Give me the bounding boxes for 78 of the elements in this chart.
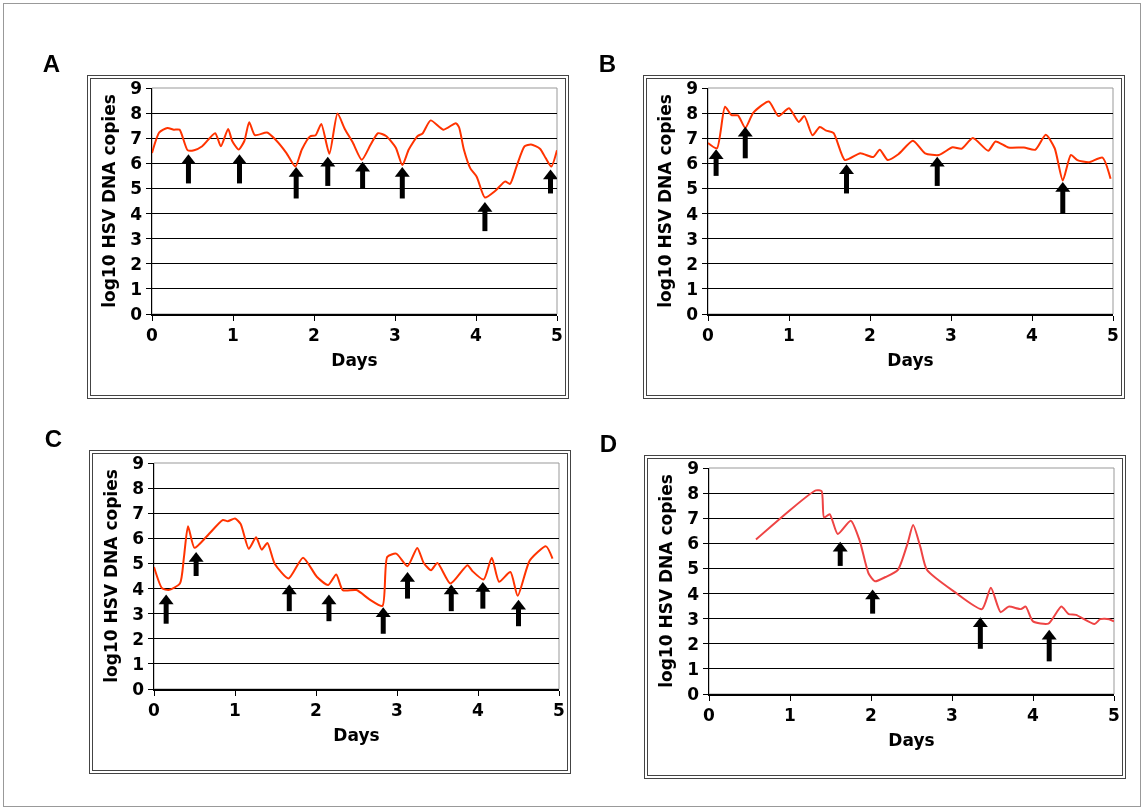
x-tick-label: 1 xyxy=(229,699,241,720)
x-tick-label: 4 xyxy=(472,699,485,720)
y-axis-title: log10 HSV DNA copies xyxy=(656,474,677,688)
y-tick-label: 7 xyxy=(130,128,143,149)
y-tick-label: 3 xyxy=(687,608,700,629)
x-tick-label: 4 xyxy=(1026,324,1039,345)
y-axis-title: log10 HSV DNA copies xyxy=(99,94,120,308)
y-tick-label: 6 xyxy=(132,528,145,549)
y-tick-label: 9 xyxy=(686,77,699,98)
y-tick-label: 4 xyxy=(130,203,143,224)
y-tick-label: 9 xyxy=(132,452,145,473)
x-tick-label: 5 xyxy=(1108,704,1120,725)
y-tick-label: 6 xyxy=(687,533,700,554)
x-tick-label: 5 xyxy=(553,699,565,720)
y-tick-label: 5 xyxy=(132,553,145,574)
line-series xyxy=(754,489,1114,625)
x-tick-label: 1 xyxy=(784,704,796,725)
y-tick-label: 8 xyxy=(687,483,700,504)
y-tick-label: 2 xyxy=(130,253,143,274)
x-axis-title: Days xyxy=(333,725,380,746)
x-axis-title: Days xyxy=(888,730,935,751)
y-tick-label: 1 xyxy=(132,653,145,674)
chart-title: A xyxy=(42,50,61,78)
y-tick-label: 4 xyxy=(132,578,145,599)
chart-title: D xyxy=(599,430,618,458)
y-tick-label: 5 xyxy=(130,178,143,199)
y-tick-label: 0 xyxy=(686,303,699,324)
y-tick-label: 6 xyxy=(686,153,699,174)
y-tick-label: 3 xyxy=(130,228,143,249)
x-tick-label: 0 xyxy=(703,704,716,725)
x-tick-label: 3 xyxy=(391,699,403,720)
y-tick-label: 1 xyxy=(130,278,143,299)
x-axis-title: Days xyxy=(331,350,378,371)
x-tick-label: 5 xyxy=(1107,324,1119,345)
x-tick-label: 1 xyxy=(783,324,795,345)
y-tick-label: 0 xyxy=(687,683,700,704)
y-tick-label: 9 xyxy=(130,77,143,98)
chart-title: C xyxy=(44,425,63,453)
y-tick-label: 7 xyxy=(686,128,699,149)
y-tick-label: 2 xyxy=(686,253,699,274)
x-tick-label: 2 xyxy=(308,324,320,345)
x-tick-label: 0 xyxy=(148,699,161,720)
y-tick-label: 1 xyxy=(687,658,700,679)
y-axis-title: log10 HSV DNA copies xyxy=(655,94,676,308)
y-tick-label: 1 xyxy=(686,278,699,299)
y-tick-label: 0 xyxy=(130,303,143,324)
x-axis-title: Days xyxy=(887,350,934,371)
y-tick-label: 7 xyxy=(132,503,145,524)
x-tick-label: 2 xyxy=(310,699,322,720)
y-tick-label: 7 xyxy=(687,508,700,529)
y-tick-label: 5 xyxy=(686,178,699,199)
x-tick-label: 4 xyxy=(1027,704,1040,725)
x-tick-label: 2 xyxy=(865,704,877,725)
y-tick-label: 6 xyxy=(130,153,143,174)
y-axis-title: log10 HSV DNA copies xyxy=(101,469,122,683)
y-tick-label: 2 xyxy=(132,628,145,649)
x-tick-label: 3 xyxy=(945,324,957,345)
y-tick-label: 4 xyxy=(687,583,700,604)
y-tick-label: 8 xyxy=(686,103,699,124)
y-tick-label: 9 xyxy=(687,457,700,478)
y-tick-label: 3 xyxy=(686,228,699,249)
x-tick-label: 0 xyxy=(702,324,715,345)
y-tick-label: 5 xyxy=(687,558,700,579)
y-tick-label: 8 xyxy=(132,478,145,499)
y-tick-label: 2 xyxy=(687,633,700,654)
x-tick-label: 1 xyxy=(227,324,239,345)
y-tick-label: 3 xyxy=(132,603,145,624)
chart-title: B xyxy=(598,50,617,78)
x-tick-label: 0 xyxy=(146,324,159,345)
x-tick-label: 4 xyxy=(470,324,483,345)
y-tick-label: 0 xyxy=(132,678,145,699)
y-tick-label: 8 xyxy=(130,103,143,124)
x-tick-label: 5 xyxy=(551,324,563,345)
point xyxy=(543,169,557,180)
x-tick-label: 3 xyxy=(389,324,401,345)
y-tick-label: 4 xyxy=(686,203,699,224)
x-tick-label: 2 xyxy=(864,324,876,345)
x-tick-label: 3 xyxy=(946,704,958,725)
